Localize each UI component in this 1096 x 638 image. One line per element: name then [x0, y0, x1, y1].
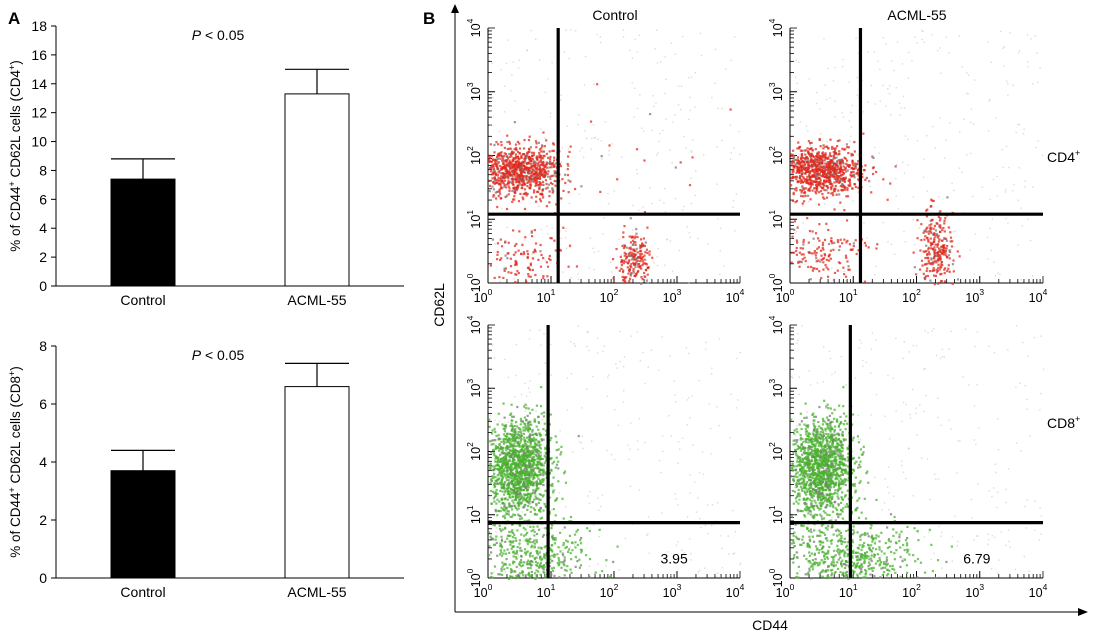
x-tick-label: 101: [839, 287, 858, 305]
row-label: CD4+: [1047, 148, 1080, 165]
y-tick-label: 102: [465, 146, 483, 165]
x-tick-label: 103: [965, 287, 984, 305]
x-tick-label: 104: [1029, 287, 1048, 305]
x-tick-label: 100: [474, 582, 493, 600]
y-tick-label: 102: [767, 146, 785, 165]
significance-annotation: P < 0.05: [192, 347, 245, 363]
row-label: CD8+: [1047, 414, 1080, 431]
y-tick-label: 102: [767, 442, 785, 461]
y-tick-label: 102: [465, 442, 483, 461]
x-tick-label: 103: [663, 287, 682, 305]
bar-acml-55: [284, 386, 350, 579]
x-tick-label: 104: [1029, 582, 1048, 600]
category-label: Control: [120, 292, 165, 308]
x-axis-title: CD44: [752, 617, 788, 633]
y-tick-label: 100: [767, 273, 785, 292]
x-tick-label: 104: [726, 582, 745, 600]
bar-acml-55: [284, 93, 350, 287]
x-tick-label: 102: [902, 582, 921, 600]
y-tick-label: 4: [39, 220, 47, 236]
x-tick-label: 104: [726, 287, 745, 305]
y-tick-label: 104: [767, 18, 785, 37]
x-tick-label: 103: [965, 582, 984, 600]
y-tick-label: 2: [39, 249, 47, 265]
y-tick-label: 10: [31, 134, 47, 150]
y-tick-label: 104: [767, 315, 785, 334]
y-tick-label: 14: [31, 76, 47, 92]
x-tick-label: 101: [839, 582, 858, 600]
bar-chart-cd4: 0 2 4 6 8 10 12 14 16 18 Control ACML-55 P < 0.05 % o…: [7, 18, 404, 308]
y-tick-label: 8: [39, 162, 47, 178]
y-tick-label: 6: [39, 191, 47, 207]
y-tick-label: 103: [465, 82, 483, 101]
bar-chart-cd8: 0 2 4 6 8 Control ACML-55 P < 0.05 % of CD44+ CD…: [7, 338, 404, 600]
panel-b-x-arrow: [1078, 608, 1088, 616]
x-tick-label: 100: [776, 287, 795, 305]
y-axis-label: % of CD44+ CD62L cells (CD4+): [7, 60, 23, 252]
y-tick-label: 104: [465, 18, 483, 37]
y-tick-label: 101: [767, 505, 785, 524]
quadrant-percentage: 6.79: [963, 550, 990, 566]
x-tick-label: 102: [600, 582, 619, 600]
y-axis-title: CD62L: [431, 283, 447, 327]
y-tick-label: 4: [39, 454, 47, 470]
category-label: Control: [120, 584, 165, 600]
bar-control: [110, 178, 176, 287]
dot-cloud: [488, 29, 741, 285]
y-tick-label: 104: [465, 315, 483, 334]
quadrant-percentage: 3.95: [660, 550, 687, 566]
y-tick-label: 18: [31, 18, 47, 34]
y-tick-label: 2: [39, 512, 47, 528]
y-tick-label: 103: [465, 379, 483, 398]
category-label: ACML-55: [287, 584, 346, 600]
panel-a-label: A: [8, 9, 20, 28]
y-tick-label: 101: [465, 210, 483, 229]
column-header: Control: [592, 7, 637, 23]
y-tick-label: 0: [39, 570, 47, 586]
y-tick-label: 100: [767, 568, 785, 587]
category-label: ACML-55: [287, 292, 346, 308]
y-tick-label: 103: [767, 82, 785, 101]
y-tick-label: 101: [465, 505, 483, 524]
bar-control: [110, 470, 176, 579]
x-tick-label: 101: [537, 287, 556, 305]
x-tick-label: 102: [902, 287, 921, 305]
y-tick-label: 103: [767, 379, 785, 398]
y-tick-label: 100: [465, 568, 483, 587]
x-tick-label: 100: [474, 287, 493, 305]
y-tick-label: 6: [39, 396, 47, 412]
column-header: ACML-55: [887, 7, 946, 23]
x-tick-label: 102: [600, 287, 619, 305]
dot-cloud: [790, 29, 1044, 286]
y-tick-label: 0: [39, 278, 47, 294]
significance-annotation: P < 0.05: [192, 27, 245, 43]
x-tick-label: 103: [663, 582, 682, 600]
x-tick-label: 100: [776, 582, 795, 600]
panel-b-y-arrow: [451, 4, 459, 13]
dot-cloud: [790, 325, 1045, 580]
y-axis-label: % of CD44+ CD62L cells (CD8+): [7, 366, 23, 558]
x-tick-label: 101: [537, 582, 556, 600]
y-tick-label: 16: [31, 47, 47, 63]
y-tick-label: 12: [31, 105, 47, 121]
panel-b-label: B: [423, 9, 435, 28]
y-tick-label: 101: [767, 210, 785, 229]
y-tick-label: 100: [465, 273, 483, 292]
y-tick-label: 8: [39, 338, 47, 354]
dot-cloud: [488, 325, 742, 581]
